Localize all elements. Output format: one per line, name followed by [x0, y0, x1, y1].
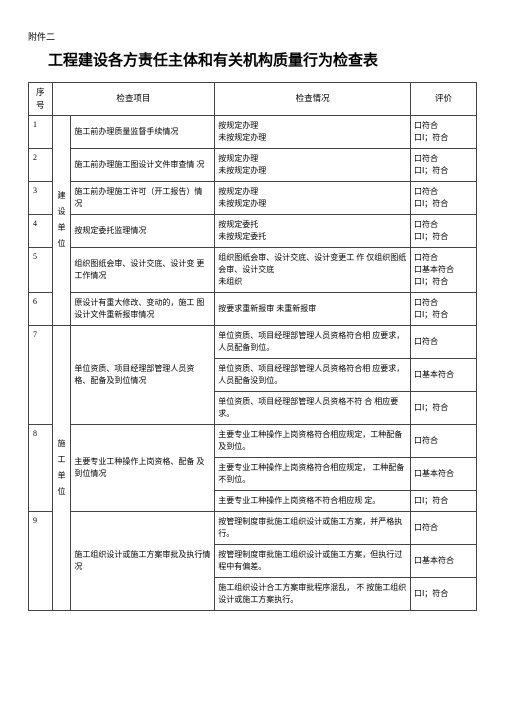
item-cell: 单位资质、项目经理部管理人员资 格、配备及到位情况 — [71, 325, 215, 424]
check-cell: 主要专业工种操作上岗资格符合相应规定，工种配备及到位。 — [215, 424, 411, 457]
eval-cell: 口符合 口Ⅰ；符合 — [410, 214, 476, 247]
check-cell: 按规定办理 未按规定办理 — [215, 148, 411, 181]
item-cell: 按规定委托监理情况 — [71, 214, 215, 247]
check-cell: 按规定办理 未按规定办理 — [215, 115, 411, 148]
seq-cell: 1 — [29, 115, 53, 148]
table-row: 2 施工前办理施工图设计文件审查情 况 按规定办理 未按规定办理 口符合 口Ⅰ；… — [29, 148, 477, 181]
eval-cell: 口符合 口基本符合 口Ⅰ；符合 — [410, 247, 476, 292]
item-cell: 施工前办理质量监督手续情况 — [71, 115, 215, 148]
table-row: 6 原设计有重大修改、变动的，施工 图设计文件重新报审情况 按要求重新报审 未重… — [29, 292, 477, 325]
check-cell: 单位资质、项目经理部管理人员资格符合相 应要求，人员配备没到位。 — [215, 358, 411, 391]
eval-cell: 口Ⅰ；符合 — [410, 577, 476, 610]
eval-cell: 口Ⅰ；符合 — [410, 391, 476, 424]
header-eval: 评价 — [410, 83, 476, 116]
check-cell: 组织图纸会审、设计交底、设计变更工 作 仅组织图纸会审、设计交底 未组织 — [215, 247, 411, 292]
table-row: 7 施 工 单 位 单位资质、项目经理部管理人员资 格、配备及到位情况 单位资质… — [29, 325, 477, 358]
item-cell: 施工前办理施工图设计文件审查情 况 — [71, 148, 215, 181]
item-cell: 施工前办理施工许可（开工报告）情 况 — [71, 181, 215, 214]
eval-cell: 口符合 口Ⅰ；符合 — [410, 115, 476, 148]
eval-cell: 口符合 — [410, 325, 476, 358]
header-item: 检查项目 — [52, 83, 215, 116]
seq-cell: 2 — [29, 148, 53, 181]
check-cell: 按管理制度审批施工组织设计或施工方案，并严格执行。 — [215, 511, 411, 544]
inspection-table: 序号 检查项目 检查情况 评价 1 建 设 单 位 施工前办理质量监督手续情况 … — [28, 82, 477, 611]
eval-cell: 口符合 口Ⅰ；符合 — [410, 148, 476, 181]
item-cell: 组织图纸会审、设计交底、设计变 更工作情况 — [71, 247, 215, 292]
check-cell: 施工组织设计合工方案审批程序混乱， 不 按施工组织设计或施工方案执行。 — [215, 577, 411, 610]
seq-cell: 8 — [29, 424, 53, 511]
check-cell: 单位资质、项目经理部管理人员资格不符 合 相应要求。 — [215, 391, 411, 424]
check-cell: 按要求重新报审 未重新报审 — [215, 292, 411, 325]
main-title: 工程建设各方责任主体和有关机构质量行为检查表 — [48, 49, 477, 70]
unit-build: 建 设 单 位 — [52, 115, 71, 325]
unit-construct: 施 工 单 位 — [52, 325, 71, 610]
eval-cell: 口Ⅰ；符合 — [410, 490, 476, 511]
attachment-label: 附件二 — [28, 30, 477, 43]
check-cell: 单位资质、项目经理部管理人员资格符合相 应要求，人员配备到位。 — [215, 325, 411, 358]
eval-cell: 口基本符合 — [410, 358, 476, 391]
item-cell: 原设计有重大修改、变动的，施工 图设计文件重新报审情况 — [71, 292, 215, 325]
eval-cell: 口符合 口Ⅰ；符合 — [410, 181, 476, 214]
table-row: 9 施工组织设计或施工方案审批及执行情况 按管理制度审批施工组织设计或施工方案，… — [29, 511, 477, 544]
check-cell: 按规定委托 未按规定委托 — [215, 214, 411, 247]
eval-cell: 口符合 口Ⅰ；符合 — [410, 292, 476, 325]
seq-cell: 6 — [29, 292, 53, 325]
seq-cell: 4 — [29, 214, 53, 247]
seq-cell: 3 — [29, 181, 53, 214]
seq-cell: 7 — [29, 325, 53, 424]
check-cell: 按管理制度审批施工组织设计或施工方案，但执行过程中有偏差。 — [215, 544, 411, 577]
page: 附件二 工程建设各方责任主体和有关机构质量行为检查表 序号 检查项目 检查情况 … — [0, 0, 505, 611]
table-row: 5 组织图纸会审、设计交底、设计变 更工作情况 组织图纸会审、设计交底、设计变更… — [29, 247, 477, 292]
check-cell: 按规定办理 未按规定办理 — [215, 181, 411, 214]
table-row: 3 施工前办理施工许可（开工报告）情 况 按规定办理 未按规定办理 口符合 口Ⅰ… — [29, 181, 477, 214]
item-cell: 主要专业工种操作上岗资格、配备 及到位情况 — [71, 424, 215, 511]
check-cell: 主要专业工种操作上岗资格符合相应规定， 工种配备不到位。 — [215, 457, 411, 490]
header-check: 检查情况 — [215, 83, 411, 116]
table-row: 4 按规定委托监理情况 按规定委托 未按规定委托 口符合 口Ⅰ；符合 — [29, 214, 477, 247]
table-row: 8 主要专业工种操作上岗资格、配备 及到位情况 主要专业工种操作上岗资格符合相应… — [29, 424, 477, 457]
item-cell: 施工组织设计或施工方案审批及执行情况 — [71, 511, 215, 610]
eval-cell: 口基本符合 — [410, 544, 476, 577]
seq-cell: 5 — [29, 247, 53, 292]
header-seq: 序号 — [29, 83, 53, 116]
table-row: 1 建 设 单 位 施工前办理质量监督手续情况 按规定办理 未按规定办理 口符合… — [29, 115, 477, 148]
eval-cell: 口基本符合 — [410, 457, 476, 490]
seq-cell: 9 — [29, 511, 53, 610]
eval-cell: 口符合 — [410, 424, 476, 457]
table-header: 序号 检查项目 检查情况 评价 — [29, 83, 477, 116]
check-cell: 主要专业工种操作上岗资格不符合相应规 定。 — [215, 490, 411, 511]
eval-cell: 口符合 — [410, 511, 476, 544]
